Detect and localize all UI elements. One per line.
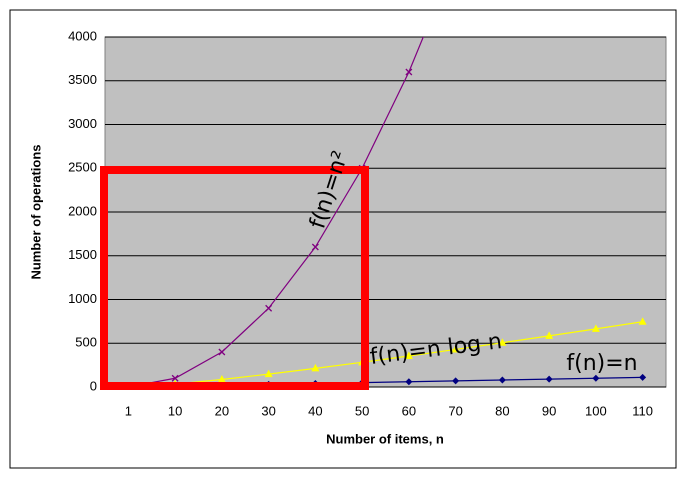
point <box>405 68 413 76</box>
point <box>498 376 506 384</box>
point <box>217 374 226 383</box>
x-tick-label: 20 <box>215 403 229 418</box>
x-tick-label: 10 <box>168 403 182 418</box>
point <box>171 374 179 382</box>
point <box>639 373 647 381</box>
series-line <box>128 37 424 387</box>
highlight-box <box>100 166 369 390</box>
point <box>452 377 460 385</box>
point <box>404 351 413 360</box>
y-tick-label: 2000 <box>68 203 97 218</box>
point <box>545 331 554 339</box>
point <box>311 243 319 251</box>
y-tick-label: 4000 <box>68 28 97 43</box>
point <box>218 348 226 356</box>
point <box>264 369 273 378</box>
series-line <box>128 321 643 387</box>
y-tick-label: 500 <box>75 335 97 350</box>
x-tick-label: 90 <box>542 403 556 418</box>
point <box>638 317 647 325</box>
y-tick-label: 1000 <box>68 291 97 306</box>
y-tick-label: 3500 <box>68 72 97 87</box>
point <box>311 363 320 372</box>
y-tick-label: 2500 <box>68 160 97 175</box>
y-axis-title: Number of operations <box>28 144 43 279</box>
point <box>592 374 600 382</box>
point <box>451 344 460 353</box>
point <box>545 375 553 383</box>
x-tick-label: 60 <box>402 403 416 418</box>
point <box>591 324 600 332</box>
point <box>498 338 507 346</box>
x-tick-label: 30 <box>261 403 275 418</box>
y-tick-label: 0 <box>90 378 97 393</box>
x-tick-label: 1 <box>125 403 132 418</box>
point <box>265 304 273 312</box>
y-tick-label: 1500 <box>68 247 97 262</box>
series-annotation: f(n)=n <box>566 351 637 376</box>
x-tick-label: 100 <box>585 403 607 418</box>
x-tick-label: 110 <box>632 403 653 418</box>
x-tick-label: 40 <box>308 403 322 418</box>
x-tick-label: 80 <box>495 403 509 418</box>
point <box>405 378 413 386</box>
x-tick-label: 50 <box>355 403 369 418</box>
x-axis-title: Number of items, n <box>326 431 444 446</box>
x-tick-label: 70 <box>448 403 462 418</box>
y-tick-label: 3000 <box>68 116 97 131</box>
